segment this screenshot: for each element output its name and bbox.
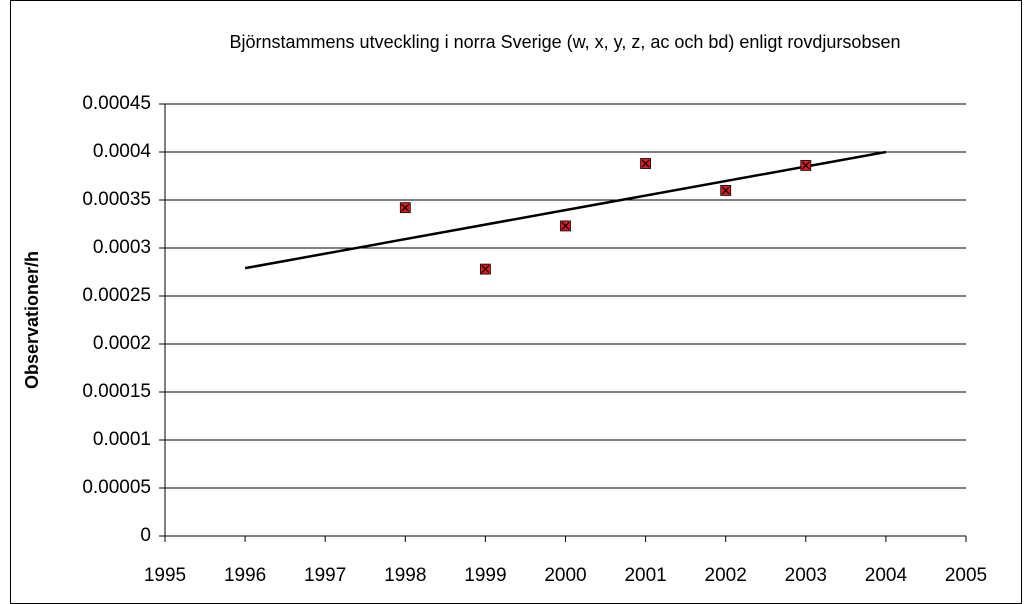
y-tick-label: 0.0003 xyxy=(93,237,151,258)
data-point xyxy=(560,220,571,232)
x-tick-label: 2000 xyxy=(544,565,586,586)
x-tick-label: 2005 xyxy=(945,565,987,586)
marker-cross xyxy=(481,265,490,274)
x-tick-label: 2004 xyxy=(865,565,908,586)
y-tick-label: 0.00035 xyxy=(82,189,151,210)
marker-cross xyxy=(561,221,570,230)
y-tick-label: 0.00005 xyxy=(82,477,151,498)
marker-cross xyxy=(641,159,650,168)
data-point xyxy=(720,184,732,196)
marker-cross xyxy=(801,161,810,170)
trend-line xyxy=(244,150,887,270)
y-tick-label: 0 xyxy=(140,525,151,546)
y-tick-label: 0.0004 xyxy=(93,141,152,162)
chart-border xyxy=(10,0,1022,604)
data-point xyxy=(640,158,651,169)
y-tick-label: 0.0001 xyxy=(93,429,151,450)
y-axis-label: Observationer/h xyxy=(22,251,42,389)
x-tick-label: 2001 xyxy=(624,565,666,586)
y-tick-label: 0.0002 xyxy=(93,333,151,354)
y-tick-label: 0.00025 xyxy=(82,285,151,306)
x-tick-label: 2002 xyxy=(705,565,747,586)
chart-title: Björnstammens utveckling i norra Sverige… xyxy=(229,32,901,52)
x-tick-label: 1996 xyxy=(224,565,266,586)
x-tick-label: 1998 xyxy=(384,565,426,586)
data-point xyxy=(479,263,491,275)
x-tick-label: 1999 xyxy=(464,565,506,586)
marker-cross xyxy=(401,203,410,212)
x-tick-label: 2003 xyxy=(785,565,827,586)
marker-cross xyxy=(721,186,730,195)
y-tick-label: 0.00045 xyxy=(82,93,151,114)
data-point xyxy=(399,202,411,214)
x-tick-label: 1997 xyxy=(304,565,346,586)
y-tick-label: 0.00015 xyxy=(82,381,151,402)
data-point xyxy=(800,160,812,171)
x-tick-label: 1995 xyxy=(144,565,186,586)
